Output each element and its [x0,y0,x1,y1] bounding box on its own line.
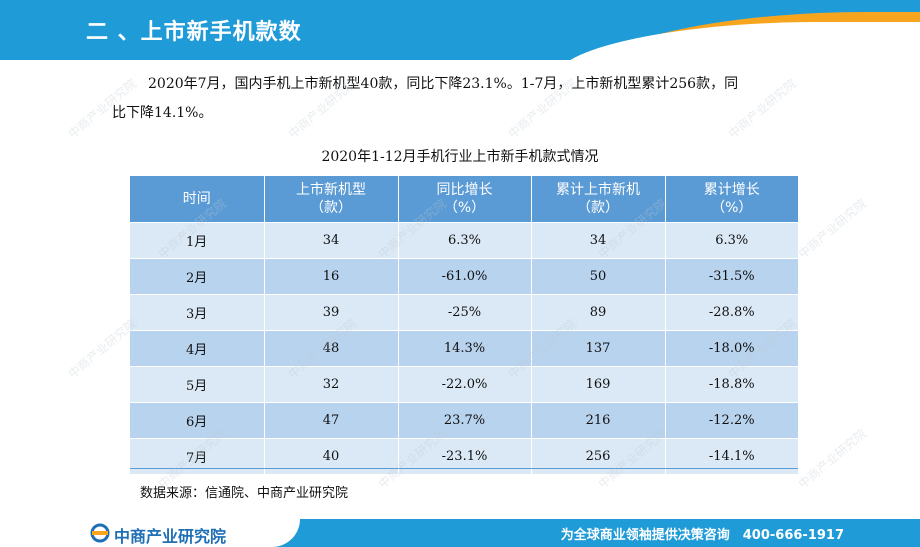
table-bottom-rule [130,468,798,469]
zhongshang-logo-icon [90,523,110,547]
table-row: 2月 16 -61.0% 50 -31.5% [130,258,798,295]
cell-yoy: 6.3% [398,222,532,259]
cell-cum-growth: -18.0% [665,330,798,367]
header-cumulative: 累计上市新机 （款） [531,176,666,223]
banner-white-swoosh [534,22,920,60]
data-source-note: 数据来源：信通院、中商产业研究院 [140,486,349,501]
header-time: 时间 [130,176,265,223]
header-cum-growth-unit: （%） [711,200,753,216]
summary-line-1: 2020年7月，国内手机上市新机型40款，同比下降23.1%。1-7月，上市新机… [148,76,739,92]
cell-yoy: 23.7% [398,402,532,439]
cell-cum-growth: 6.3% [665,222,798,259]
header-cum-growth-label: 累计增长 [703,182,760,198]
table-row: 3月 39 -25% 89 -28.8% [130,294,798,331]
watermark: 中商产业研究院 [795,426,870,492]
cell-cumulative: 137 [531,330,666,367]
header-new-models-label: 上市新机型 [296,182,366,198]
page-title: 二 、上市新手机款数 [86,20,302,45]
table-row: 5月 32 -22.0% 169 -18.8% [130,366,798,403]
summary-line-2: 比下降14.1%。 [112,105,213,121]
header-cum-growth: 累计增长 （%） [665,176,798,223]
cell-cumulative: 216 [531,402,666,439]
cell-month: 6月 [130,402,265,439]
table-header-row: 时间 上市新机型 （款） 同比增长 （%） 累计上市新机 （款） 累计增长 （%） [130,176,798,223]
cell-models: 32 [264,366,399,403]
table-row: 4月 48 14.3% 137 -18.0% [130,330,798,367]
header-yoy: 同比增长 （%） [398,176,532,223]
watermark: 中商产业研究院 [795,196,870,262]
cell-yoy: 14.3% [398,330,532,367]
header-time-label: 时间 [182,191,211,207]
cell-yoy: -22.0% [398,366,532,403]
table-row: 6月 47 23.7% 216 -12.2% [130,402,798,439]
cell-models: 47 [264,402,399,439]
header-new-models-unit: （款） [310,200,352,216]
cell-cum-growth: -12.2% [665,402,798,439]
header-cumulative-label: 累计上市新机 [556,182,640,198]
cell-month: 5月 [130,366,265,403]
cell-month: 4月 [130,330,265,367]
cell-models: 39 [264,294,399,331]
title-banner: 二 、上市新手机款数 [0,0,920,60]
table-title: 2020年1-12月手机行业上市新手机款式情况 [321,149,599,165]
phone-models-table: 时间 上市新机型 （款） 同比增长 （%） 累计上市新机 （款） 累计增长 （%） 1月… [130,176,798,474]
footer-slogan: 为全球商业领袖提供决策咨询 400-666-1917 [560,528,844,543]
footer-logo: 中商产业研究院 [90,523,226,547]
header-new-models: 上市新机型 （款） [264,176,399,223]
cell-month: 3月 [130,294,265,331]
cell-month: 1月 [130,222,265,259]
footer-logo-text: 中商产业研究院 [114,527,227,546]
cell-cum-growth: -31.5% [665,258,798,295]
cell-models: 34 [264,222,399,259]
header-yoy-unit: （%） [443,200,486,216]
watermark: 中商产业研究院 [65,316,140,382]
cell-cumulative: 50 [531,258,666,295]
cell-yoy: -61.0% [398,258,532,295]
header-cumulative-unit: （款） [577,200,619,216]
cell-cumulative: 89 [531,294,666,331]
cell-models: 16 [264,258,399,295]
cell-cum-growth: -28.8% [665,294,798,331]
cell-models: 48 [264,330,399,367]
header-yoy-label: 同比增长 [436,182,493,198]
footer-logo-area: 中商产业研究院 [0,519,300,547]
summary-paragraph: 2020年7月，国内手机上市新机型40款，同比下降23.1%。1-7月，上市新机… [112,70,802,128]
cell-cumulative: 34 [531,222,666,259]
cell-month: 2月 [130,258,265,295]
cell-cum-growth: -18.8% [665,366,798,403]
footer-bar: 中商产业研究院 为全球商业领袖提供决策咨询 400-666-1917 [0,519,920,547]
table-row: 1月 34 6.3% 34 6.3% [130,222,798,259]
cell-cumulative: 169 [531,366,666,403]
cell-yoy: -25% [398,294,532,331]
